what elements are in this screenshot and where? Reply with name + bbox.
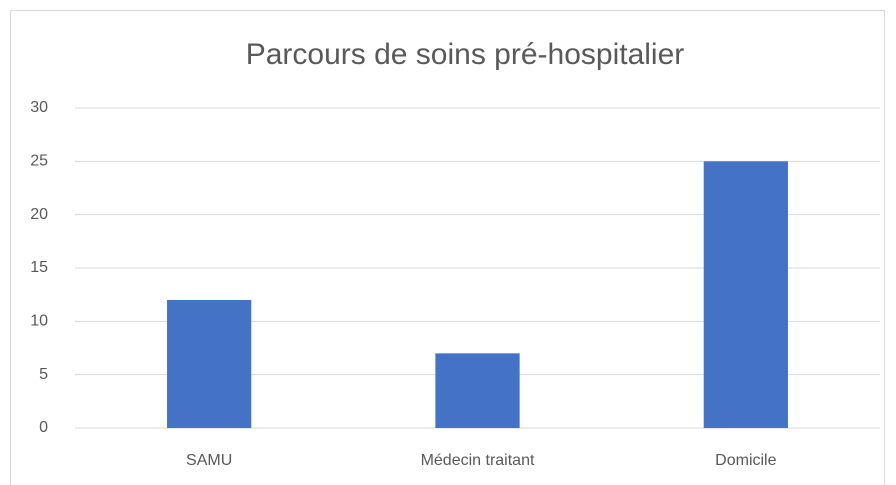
x-tick-label: Domicile <box>715 452 776 469</box>
y-tick-label: 25 <box>30 153 48 170</box>
y-tick-label: 5 <box>39 366 48 383</box>
y-tick-label: 30 <box>30 99 48 116</box>
y-tick-label: 15 <box>30 259 48 276</box>
x-tick-label: SAMU <box>186 452 232 469</box>
y-tick-label: 0 <box>39 419 48 436</box>
bar <box>435 353 520 428</box>
y-tick-label: 10 <box>30 313 48 330</box>
y-tick-label: 20 <box>30 206 48 223</box>
x-tick-label: Médecin traitant <box>421 452 535 469</box>
chart-title: Parcours de soins pré-hospitalier <box>246 38 685 71</box>
bar <box>703 161 788 429</box>
bar <box>167 300 252 428</box>
